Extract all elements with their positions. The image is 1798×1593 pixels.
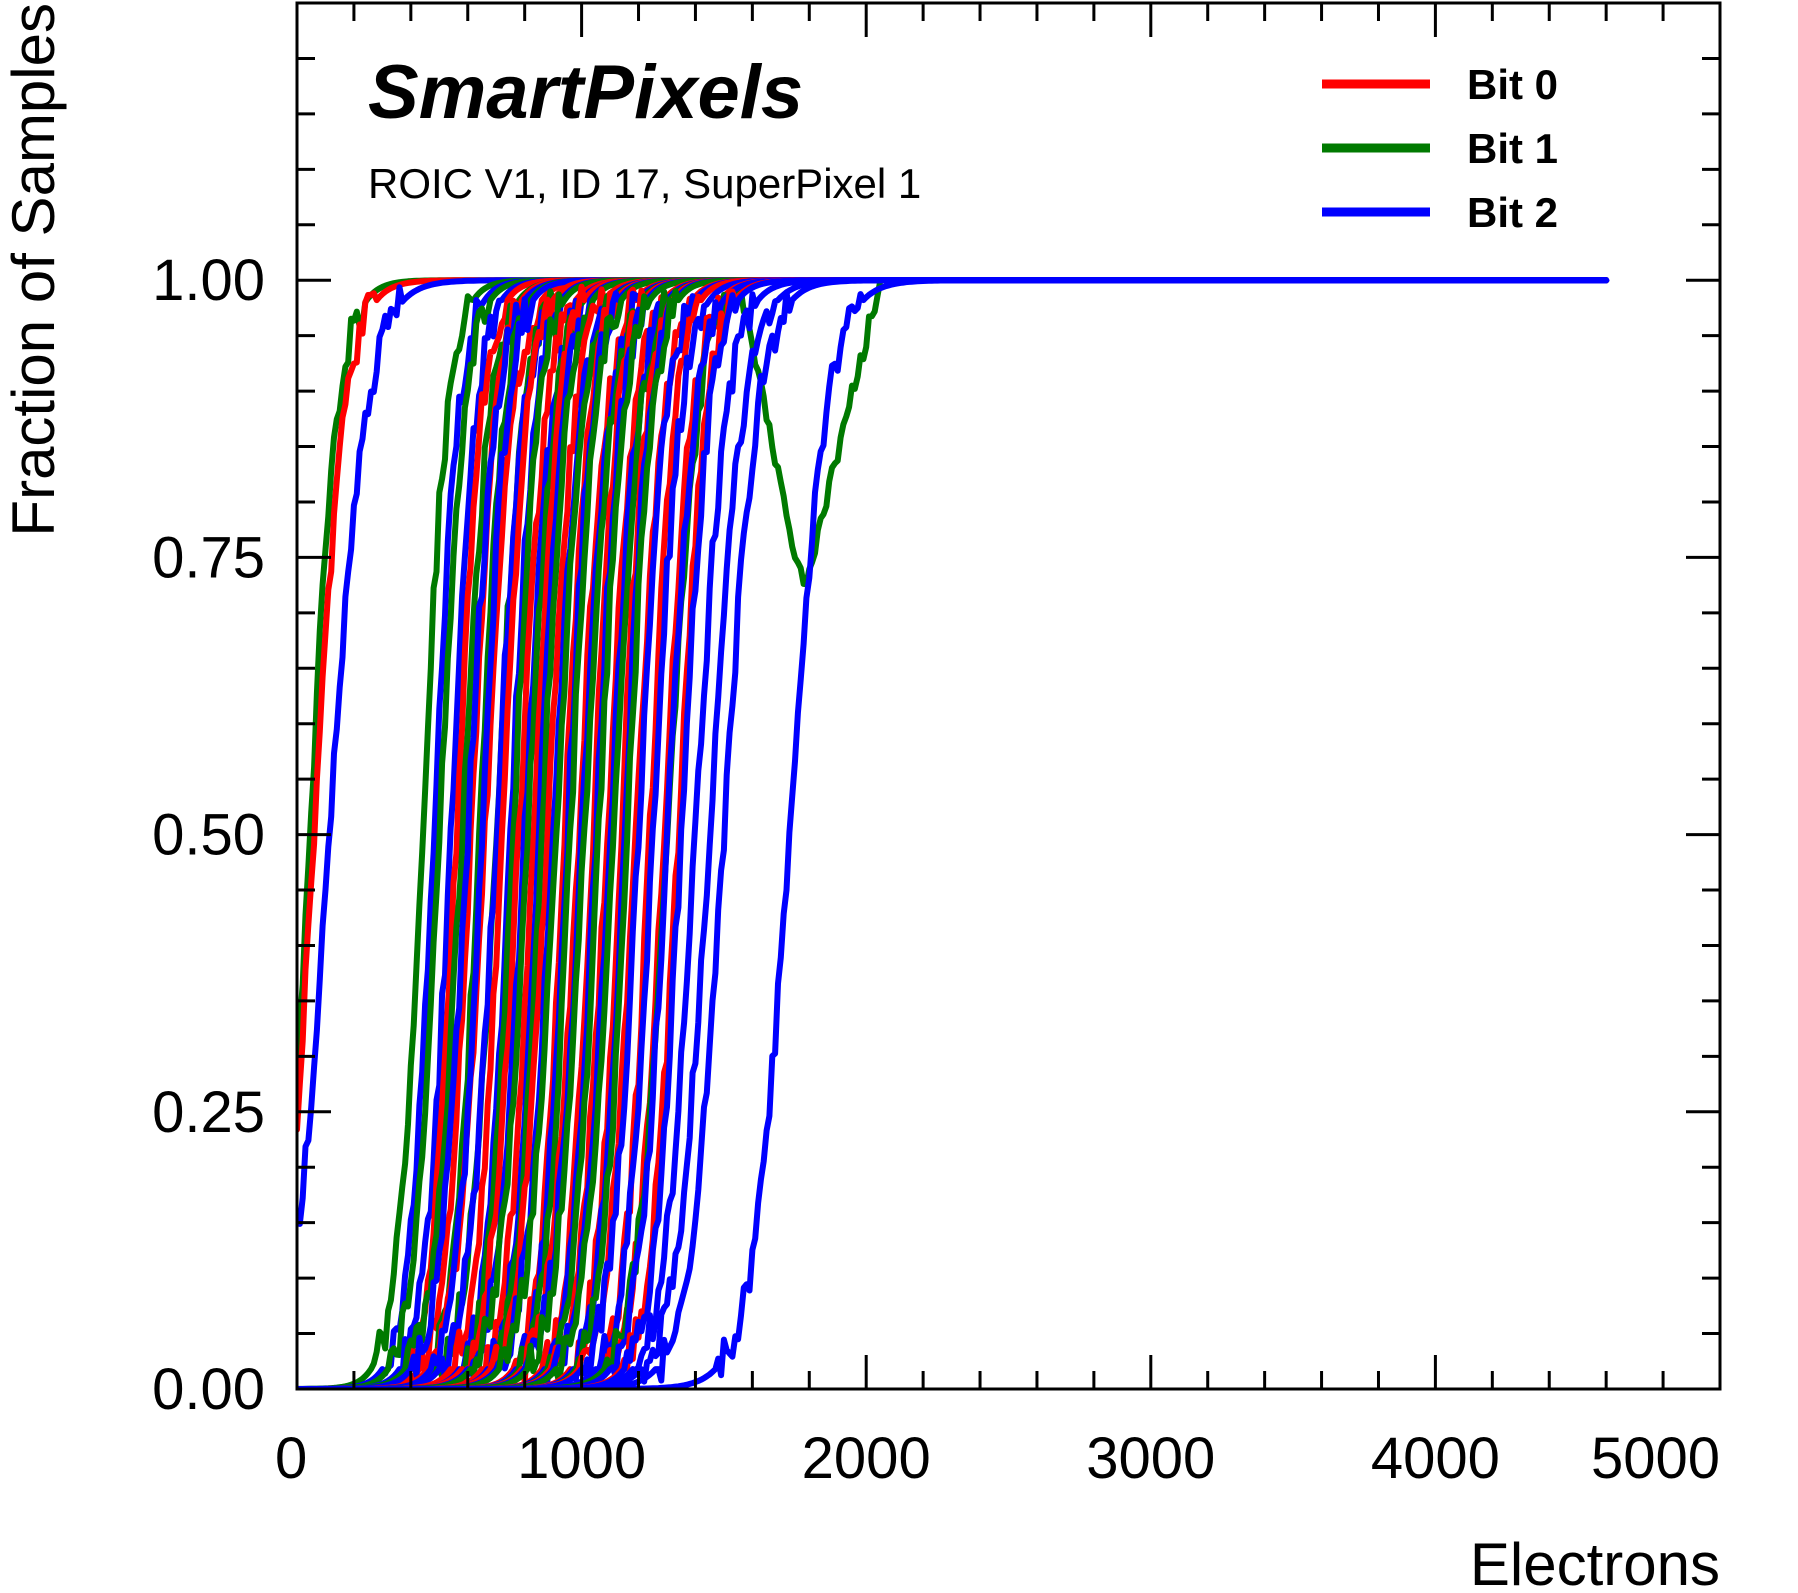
chart-subtitle: ROIC V1, ID 17, SuperPixel 1 (368, 160, 921, 207)
legend-label: Bit 2 (1467, 189, 1558, 236)
plot-frame (295, 1, 1722, 1391)
chart-title: SmartPixels (368, 50, 803, 135)
y-tick-label: 1.00 (152, 248, 265, 313)
curves-layer (297, 277, 1610, 1389)
x-tick-label: 5000 (1591, 1426, 1720, 1491)
legend-label: Bit 0 (1467, 61, 1558, 108)
curve-bit-2 (297, 277, 1610, 1389)
y-tick-label: 0.75 (152, 525, 265, 590)
x-tick-label: 2000 (802, 1426, 931, 1491)
y-axis-title: Fraction of Samples (0, 3, 67, 537)
x-tick-label: 1000 (517, 1426, 646, 1491)
x-tick-label: 4000 (1371, 1426, 1500, 1491)
y-tick-labels: 0.00 0.25 0.50 0.75 1.00 (152, 248, 265, 1422)
y-tick-label: 0.50 (152, 803, 265, 868)
legend-label: Bit 1 (1467, 125, 1558, 172)
legend: Bit 0 Bit 1 Bit 2 (1322, 61, 1558, 236)
x-tick-labels: 0 1000 2000 3000 4000 5000 (275, 1426, 1720, 1491)
x-axis-title: Electrons (1470, 1531, 1720, 1593)
y-tick-label: 0.25 (152, 1080, 265, 1145)
y-tick-label: 0.00 (152, 1357, 265, 1422)
x-tick-label: 3000 (1086, 1426, 1215, 1491)
x-tick-label: 0 (275, 1426, 307, 1491)
